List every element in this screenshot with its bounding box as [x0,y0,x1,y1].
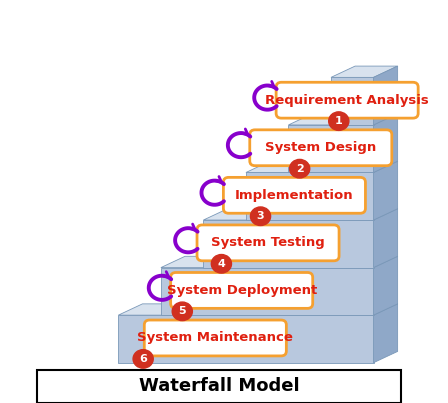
Circle shape [133,350,153,368]
Circle shape [250,207,271,226]
Circle shape [172,302,192,321]
Polygon shape [118,315,374,363]
Circle shape [289,160,310,178]
Text: 6: 6 [139,354,147,364]
Text: System Design: System Design [265,141,376,154]
Text: 5: 5 [178,306,186,316]
Text: Requirement Analysis: Requirement Analysis [265,94,429,107]
FancyBboxPatch shape [144,320,286,356]
Polygon shape [331,77,374,125]
FancyBboxPatch shape [276,82,418,118]
Text: 2: 2 [296,164,304,174]
Polygon shape [161,268,374,315]
Polygon shape [203,220,374,268]
Circle shape [211,255,232,273]
FancyBboxPatch shape [171,272,313,308]
Polygon shape [203,209,398,220]
Polygon shape [374,66,398,125]
Polygon shape [118,304,398,315]
Polygon shape [246,172,374,220]
Text: System Deployment: System Deployment [167,284,317,297]
Text: Waterfall Model: Waterfall Model [139,378,300,395]
FancyBboxPatch shape [250,130,392,166]
Text: System Maintenance: System Maintenance [138,332,293,345]
Polygon shape [374,161,398,220]
Polygon shape [374,209,398,268]
Text: 4: 4 [217,259,225,269]
Text: Implementation: Implementation [235,189,354,202]
Polygon shape [374,304,398,363]
Polygon shape [374,256,398,315]
Polygon shape [374,114,398,172]
Text: System Testing: System Testing [211,237,325,249]
Polygon shape [161,256,398,268]
Text: 3: 3 [257,211,264,221]
Polygon shape [289,114,398,125]
Text: 1: 1 [335,116,343,126]
FancyBboxPatch shape [224,177,366,213]
Circle shape [329,112,349,131]
FancyBboxPatch shape [37,370,401,403]
Polygon shape [289,125,374,172]
Polygon shape [331,66,398,77]
Polygon shape [246,161,398,172]
FancyBboxPatch shape [197,225,339,261]
